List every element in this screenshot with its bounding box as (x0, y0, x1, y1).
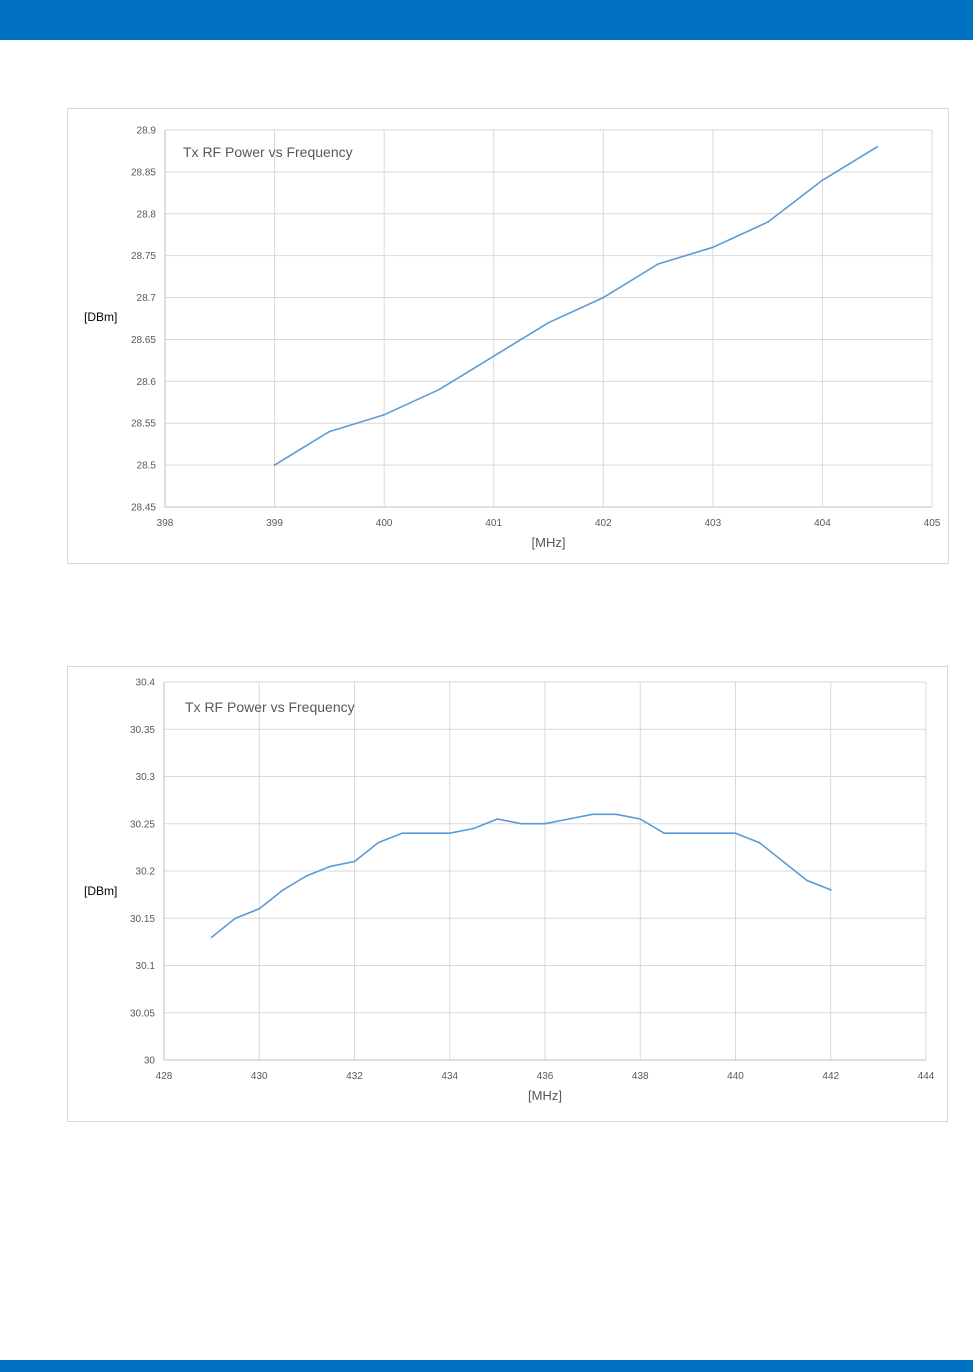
chart2-data-point (329, 865, 332, 868)
chart2-data-point (377, 841, 380, 844)
chart1-y-tick-label: 28.85 (131, 167, 156, 178)
chart2-y-tick-label: 30.25 (130, 819, 155, 830)
chart1-data-point (766, 221, 769, 223)
chart1-y-tick-label: 28.8 (137, 209, 157, 220)
chart2-data-point (448, 832, 451, 834)
chart1-series-line (273, 145, 879, 466)
chart1-data-point (328, 430, 331, 433)
chart2-y-tick-label: 30.15 (130, 914, 155, 925)
chart2-data-point (568, 818, 570, 820)
chart1-y-tick-label: 28.9 (137, 126, 157, 137)
chart2-x-tick-label: 444 (918, 1071, 935, 1082)
chart2-y-tick-label: 30.3 (136, 772, 156, 783)
chart2-x-tick-label: 440 (727, 1071, 744, 1082)
chart1-data-point (821, 179, 824, 182)
chart2-data-point (734, 832, 737, 834)
chart2-y-tick-label: 30.35 (130, 725, 155, 736)
chart1-data-point (602, 296, 605, 299)
chart2-data-point (258, 908, 261, 910)
chart1-data-point (712, 246, 714, 249)
chart1-y-tick-label: 28.65 (131, 335, 156, 346)
chart1-y-tick-label: 28.75 (131, 251, 156, 262)
chart-panel-2: 30 30.05 30.1 30.15 30.2 30.25 30.3 30.35 30.4 42… (67, 666, 948, 1122)
chart2-x-tick-label: 438 (632, 1071, 649, 1082)
chart1-data-point (876, 145, 879, 148)
chart1-y-tick-label: 28.5 (137, 461, 157, 472)
footer-bar (0, 1360, 973, 1372)
chart2-data-point (758, 841, 761, 844)
chart2-x-tick-label: 432 (346, 1071, 363, 1082)
chart1-x-tick-label: 398 (157, 518, 174, 529)
chart1-data-point (547, 321, 550, 324)
chart1-data-point (273, 464, 276, 466)
chart1-x-tick-label: 402 (595, 518, 612, 529)
chart2-x-tick-label: 430 (251, 1071, 268, 1082)
chart-svg-1: 28.45 28.5 28.55 28.6 28.65 28.7 28.75 28.8 28.8… (84, 126, 941, 551)
chart2-data-point (425, 832, 427, 834)
chart1-y-tick-label: 28.7 (137, 293, 157, 304)
chart2-data-point (520, 822, 522, 825)
chart1-data-point (438, 388, 440, 391)
chart2-data-point (663, 832, 665, 834)
chart2-data-point (210, 936, 213, 938)
chart2-data-point (806, 879, 808, 882)
chart2-data-point (282, 889, 284, 891)
header-bar (0, 0, 973, 40)
chart2-data-point (829, 889, 832, 891)
chart2-x-axis-label: [MHz] (528, 1088, 562, 1103)
chart2-data-point (615, 813, 618, 816)
chart2-data-point (234, 917, 237, 920)
chart1-y-tick-label: 28.55 (131, 419, 156, 430)
chart2-data-point (639, 818, 642, 820)
chart2-data-point (544, 822, 546, 825)
chart2-data-point (591, 813, 594, 816)
chart2-x-tick-label: 434 (441, 1071, 458, 1082)
chart2-data-point (353, 860, 356, 863)
chart2-y-tick-label: 30 (144, 1056, 156, 1067)
chart2-data-point (710, 832, 713, 834)
chart2-x-tick-label: 436 (537, 1071, 554, 1082)
chart2-data-point (472, 827, 475, 830)
chart1-x-tick-label: 400 (376, 518, 393, 529)
chart1-y-tick-label: 28.6 (137, 377, 157, 388)
chart1-x-axis-label: [MHz] (532, 535, 566, 550)
chart2-title: Tx RF Power vs Frequency (185, 699, 355, 715)
chart2-y-tick-label: 30.2 (136, 867, 156, 878)
chart1-y-axis-label: [DBm] (84, 310, 117, 324)
chart2-data-point (687, 832, 689, 834)
chart1-x-tick-label: 399 (266, 518, 283, 529)
chart2-data-point (782, 860, 784, 863)
chart1-data-point (383, 414, 385, 416)
chart-panel-1: 28.45 28.5 28.55 28.6 28.65 28.7 28.75 28.8 28.8… (67, 108, 949, 564)
chart2-x-tick-label: 442 (822, 1071, 839, 1082)
chart-svg-2: 30 30.05 30.1 30.15 30.2 30.25 30.3 30.35 30.4 42… (84, 678, 935, 1104)
chart2-data-point (496, 818, 499, 820)
chart1-x-tick-label: 404 (814, 518, 831, 529)
chart1-data-point (657, 263, 659, 265)
chart2-y-tick-label: 30.4 (136, 678, 156, 689)
chart1-x-tick-label: 401 (485, 518, 502, 529)
chart2-x-tick-label: 428 (156, 1071, 173, 1082)
chart1-title: Tx RF Power vs Frequency (183, 144, 353, 160)
chart2-data-point (401, 832, 403, 834)
chart1-data-point (492, 355, 495, 357)
chart2-y-tick-label: 30.1 (136, 961, 156, 972)
chart2-y-axis-label: [DBm] (84, 884, 117, 898)
chart1-y-tick-label: 28.45 (131, 503, 156, 514)
chart2-data-point (306, 874, 308, 877)
chart1-x-tick-label: 403 (705, 518, 722, 529)
chart2-y-tick-label: 30.05 (130, 1008, 155, 1019)
chart1-x-tick-label: 405 (924, 518, 941, 529)
chart2-series-line (210, 813, 832, 939)
